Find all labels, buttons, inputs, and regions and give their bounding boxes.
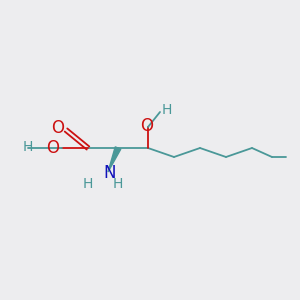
Text: N: N [104, 164, 116, 182]
Text: O: O [140, 117, 154, 135]
Polygon shape [108, 147, 121, 172]
Text: H: H [113, 177, 123, 191]
Text: O: O [52, 119, 64, 137]
Text: H: H [162, 103, 172, 117]
Text: O: O [46, 139, 59, 157]
Text: H: H [23, 140, 33, 154]
Text: H: H [83, 177, 93, 191]
